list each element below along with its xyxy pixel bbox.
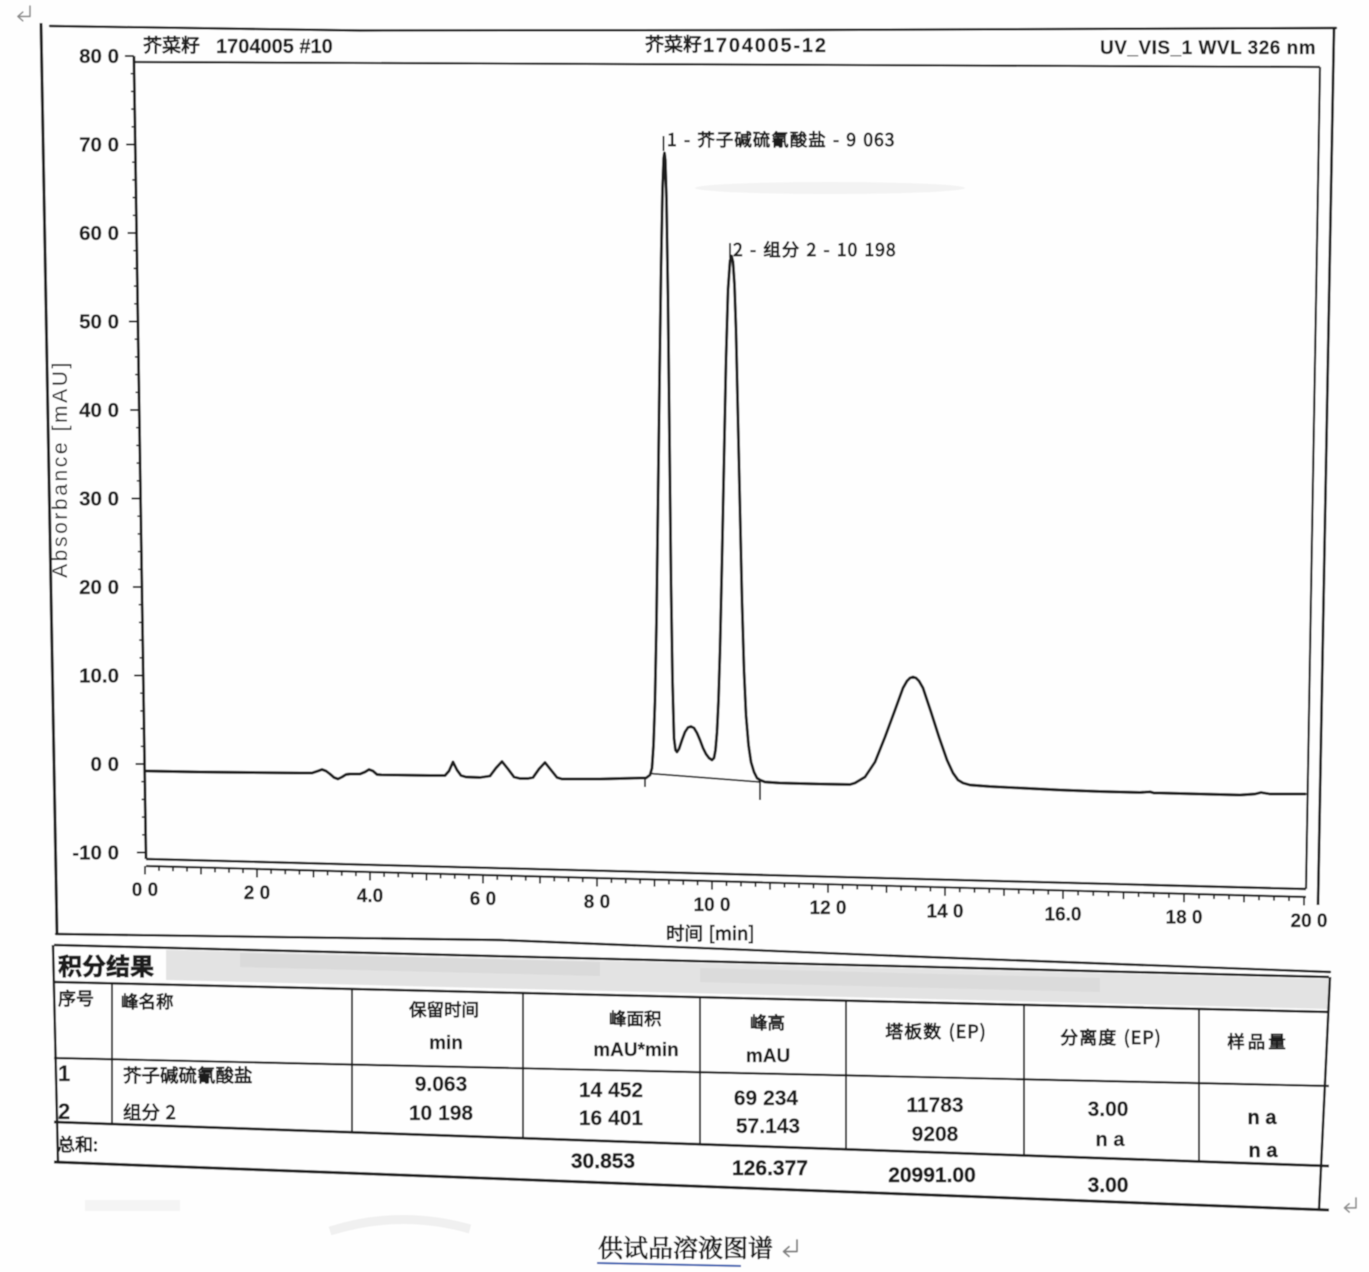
svg-text:4.0: 4.0: [357, 886, 383, 907]
svg-text:30 0: 30 0: [79, 488, 119, 511]
svg-text:70 0: 70 0: [79, 134, 119, 157]
svg-text:10.0: 10.0: [79, 665, 119, 688]
svg-text:69 234: 69 234: [734, 1087, 799, 1110]
svg-text:mAU*min: mAU*min: [593, 1040, 679, 1061]
svg-text:1: 1: [58, 1061, 70, 1086]
svg-text:min: min: [429, 1033, 463, 1054]
svg-text:57.143: 57.143: [736, 1115, 800, 1138]
svg-text:9.063: 9.063: [415, 1073, 468, 1096]
svg-text:20991.00: 20991.00: [888, 1164, 976, 1187]
svg-text:50 0: 50 0: [79, 311, 119, 334]
svg-text:-10 0: -10 0: [72, 842, 119, 865]
svg-text:1704005 #10: 1704005 #10: [216, 36, 333, 58]
svg-text:3.00: 3.00: [1088, 1174, 1129, 1197]
svg-text:n a: n a: [1249, 1140, 1279, 1162]
svg-text:n a: n a: [1248, 1107, 1278, 1129]
svg-text:126.377: 126.377: [732, 1157, 808, 1180]
svg-text:60 0: 60 0: [79, 222, 119, 245]
svg-text:14 452: 14 452: [579, 1079, 643, 1102]
svg-text:Absorbance [mAU]: Absorbance [mAU]: [49, 360, 72, 578]
svg-text:14 0: 14 0: [927, 901, 964, 922]
svg-text:20 0: 20 0: [1291, 911, 1328, 932]
svg-text:9208: 9208: [912, 1123, 959, 1146]
svg-text:n a: n a: [1096, 1129, 1126, 1151]
svg-text:8 0: 8 0: [584, 892, 610, 913]
svg-text:3.00: 3.00: [1088, 1098, 1129, 1121]
svg-text:80 0: 80 0: [79, 45, 119, 68]
svg-text:40 0: 40 0: [79, 399, 119, 422]
svg-text:30.853: 30.853: [571, 1150, 635, 1173]
svg-text:0 0: 0 0: [132, 880, 158, 901]
svg-text:6 0: 6 0: [470, 889, 496, 910]
svg-text:16.0: 16.0: [1045, 905, 1082, 926]
svg-text:10 198: 10 198: [409, 1102, 474, 1125]
svg-text:16 401: 16 401: [579, 1107, 644, 1130]
svg-text:10 0: 10 0: [694, 895, 731, 916]
svg-text:mAU: mAU: [746, 1046, 790, 1067]
svg-text:1704005-12: 1704005-12: [703, 35, 828, 57]
svg-text:2: 2: [58, 1099, 70, 1124]
svg-text:UV_VIS_1 WVL 326 nm: UV_VIS_1 WVL 326 nm: [1100, 38, 1316, 59]
svg-text:11783: 11783: [906, 1094, 963, 1117]
svg-text:2 0: 2 0: [244, 883, 270, 904]
svg-text:12 0: 12 0: [810, 898, 847, 919]
svg-text:20 0: 20 0: [79, 576, 119, 599]
svg-text:18 0: 18 0: [1166, 908, 1203, 929]
svg-text:0 0: 0 0: [91, 753, 120, 776]
